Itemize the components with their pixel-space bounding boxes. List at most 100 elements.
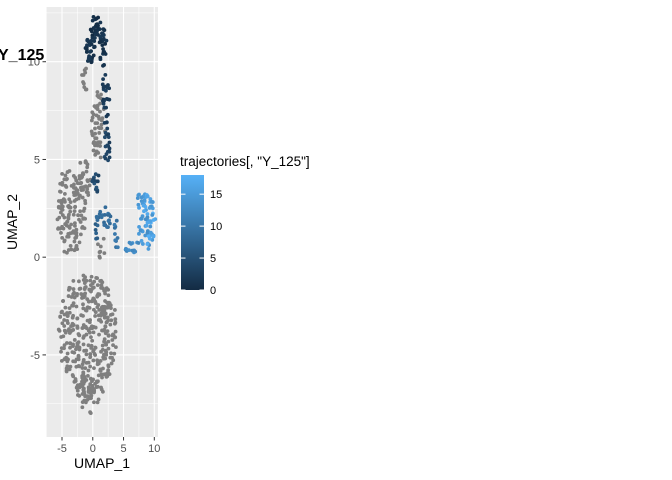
trajectory-cell-point — [103, 144, 108, 149]
grey-cell-point — [90, 132, 95, 136]
trajectory-cell-point — [89, 42, 94, 47]
grey-cell-point — [97, 250, 102, 255]
grey-cell-point — [73, 236, 78, 240]
grey-cell-point — [65, 356, 69, 361]
grey-cell-point — [66, 294, 71, 298]
grey-cell-point — [80, 405, 85, 410]
trajectory-cell-point — [146, 247, 151, 251]
grey-cell-point — [75, 388, 80, 393]
grey-cell-point — [71, 374, 76, 379]
grey-cell-point — [79, 213, 84, 218]
grey-cell-point — [81, 209, 86, 213]
grey-cell-point — [85, 165, 90, 170]
trajectory-cell-point — [113, 232, 117, 236]
trajectory-cell-point — [101, 47, 105, 51]
grey-cell-point — [67, 169, 72, 173]
grey-cell-point — [95, 90, 100, 94]
grey-cell-point — [58, 314, 63, 319]
trajectory-cell-point — [92, 45, 97, 49]
grey-cell-point — [63, 305, 68, 310]
grey-cell-point — [74, 357, 79, 362]
grey-cell-point — [66, 204, 70, 209]
grey-cell-point — [90, 298, 95, 303]
trajectory-cell-point — [147, 206, 152, 210]
grey-cell-point — [67, 212, 71, 217]
trajectory-cell-point — [98, 34, 103, 39]
grey-cell-point — [73, 176, 78, 180]
grey-cell-point — [72, 209, 77, 214]
grey-cell-point — [77, 217, 81, 222]
x-tick-label: 5 — [120, 443, 126, 455]
grey-cell-point — [95, 283, 100, 288]
trajectory-cell-point — [101, 38, 106, 42]
trajectory-cell-point — [142, 198, 147, 203]
grey-cell-point — [103, 348, 108, 353]
colorbar — [181, 175, 204, 290]
trajectory-cell-point — [137, 225, 141, 229]
trajectory-cell-point — [130, 248, 135, 253]
grey-cell-point — [83, 366, 88, 371]
grey-cell-point — [84, 378, 89, 382]
trajectory-cell-point — [115, 245, 120, 250]
grey-cell-point — [93, 152, 98, 157]
grey-cell-point — [94, 113, 99, 118]
grey-cell-point — [72, 239, 77, 244]
trajectory-cell-point — [95, 179, 100, 184]
grey-cell-point — [80, 173, 85, 178]
grey-cell-point — [88, 364, 93, 369]
grey-cell-point — [84, 332, 89, 337]
grey-cell-point — [66, 224, 71, 229]
trajectory-cell-point — [94, 231, 99, 236]
grey-cell-point — [81, 378, 86, 383]
trajectory-cell-point — [139, 239, 144, 243]
grey-cell-point — [74, 231, 78, 236]
grey-cell-point — [113, 329, 118, 334]
grey-cell-point — [102, 314, 107, 319]
trajectory-cell-point — [148, 219, 153, 224]
grey-cell-point — [77, 176, 82, 181]
grey-cell-point — [66, 216, 71, 221]
grey-cell-point — [98, 369, 103, 373]
trajectory-cell-point — [85, 38, 90, 43]
grey-cell-point — [86, 373, 90, 378]
grey-cell-point — [65, 176, 69, 181]
trajectory-cell-point — [99, 215, 104, 220]
grey-cell-point — [92, 366, 96, 371]
grey-cell-point — [83, 198, 87, 203]
grey-cell-point — [60, 207, 65, 212]
trajectory-cell-point — [149, 199, 154, 204]
trajectory-cell-point — [127, 248, 131, 252]
grey-cell-point — [86, 343, 91, 348]
grey-cell-point — [101, 366, 105, 371]
trajectory-cell-point — [137, 231, 141, 236]
grey-cell-point — [69, 295, 74, 299]
grey-cell-point — [80, 296, 84, 300]
trajectory-cell-point — [85, 43, 89, 48]
grey-cell-point — [101, 236, 106, 241]
grey-cell-point — [70, 350, 75, 354]
grey-cell-point — [82, 348, 87, 353]
grey-cell-point — [77, 333, 81, 338]
x-tick-label: 0 — [90, 443, 96, 455]
grey-cell-point — [62, 249, 67, 254]
colorbar-label: 0 — [210, 285, 216, 297]
y-axis-title: UMAP_2 — [4, 194, 20, 250]
grey-cell-point — [71, 279, 76, 283]
trajectory-cell-point — [88, 49, 92, 54]
legend-title: trajectories[, "Y_125"] — [180, 154, 310, 169]
grey-cell-point — [96, 318, 101, 322]
grey-cell-point — [102, 251, 107, 256]
trajectory-cell-point — [89, 60, 94, 65]
grey-cell-point — [92, 279, 97, 284]
grey-cell-point — [87, 330, 92, 335]
grey-cell-point — [89, 289, 93, 294]
grey-cell-point — [95, 93, 100, 98]
grey-cell-point — [97, 116, 102, 121]
trajectory-cell-point — [142, 209, 146, 214]
trajectory-cell-point — [101, 77, 105, 82]
colorbar-ticks: 0 5 10 15 — [181, 189, 222, 297]
trajectory-cell-point — [135, 196, 140, 201]
grey-cell-point — [56, 199, 61, 203]
trajectory-cell-point — [139, 195, 144, 200]
trajectory-cell-point — [89, 29, 94, 34]
